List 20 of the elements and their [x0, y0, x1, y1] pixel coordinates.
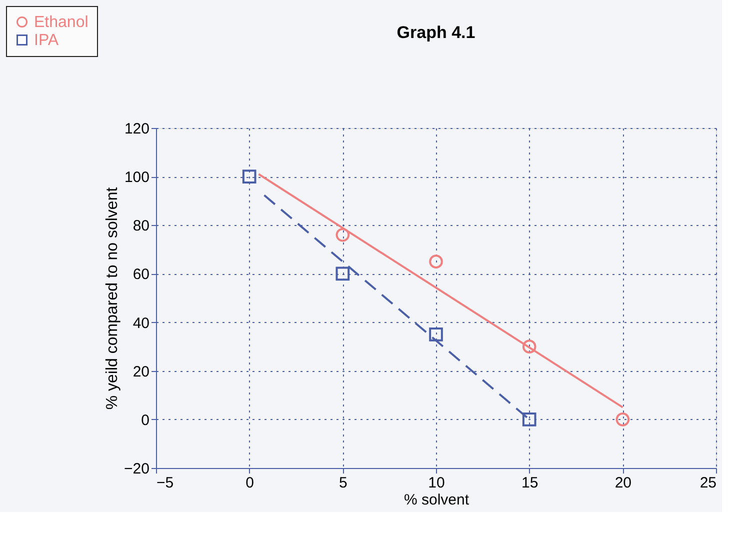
legend-label: Ethanol [34, 14, 88, 31]
y-tick-label: 80 [132, 218, 150, 235]
y-tick-label: 120 [124, 120, 150, 138]
x-tick-label: 25 [700, 474, 716, 492]
y-tick-label: 100 [124, 169, 150, 186]
chart-title: Graph 4.1 [396, 23, 476, 42]
x-tick-label: 10 [428, 474, 445, 492]
x-tick-label: 15 [521, 474, 538, 492]
x-tick-label: −5 [156, 474, 174, 492]
x-tick-label: 20 [614, 474, 632, 492]
y-tick-label: 60 [132, 266, 150, 284]
y-axis-title: % yeild compared to no solvent [104, 186, 122, 410]
y-tick-label: −20 [124, 460, 150, 478]
y-tick-label: 40 [132, 314, 150, 332]
x-axis-title: % solvent [404, 492, 470, 508]
x-tick-label: 5 [338, 474, 348, 492]
legend-label: IPA [34, 32, 59, 49]
y-tick-label: 20 [132, 363, 150, 380]
y-tick-label: 0 [141, 412, 150, 429]
x-tick-label: 0 [246, 474, 254, 492]
